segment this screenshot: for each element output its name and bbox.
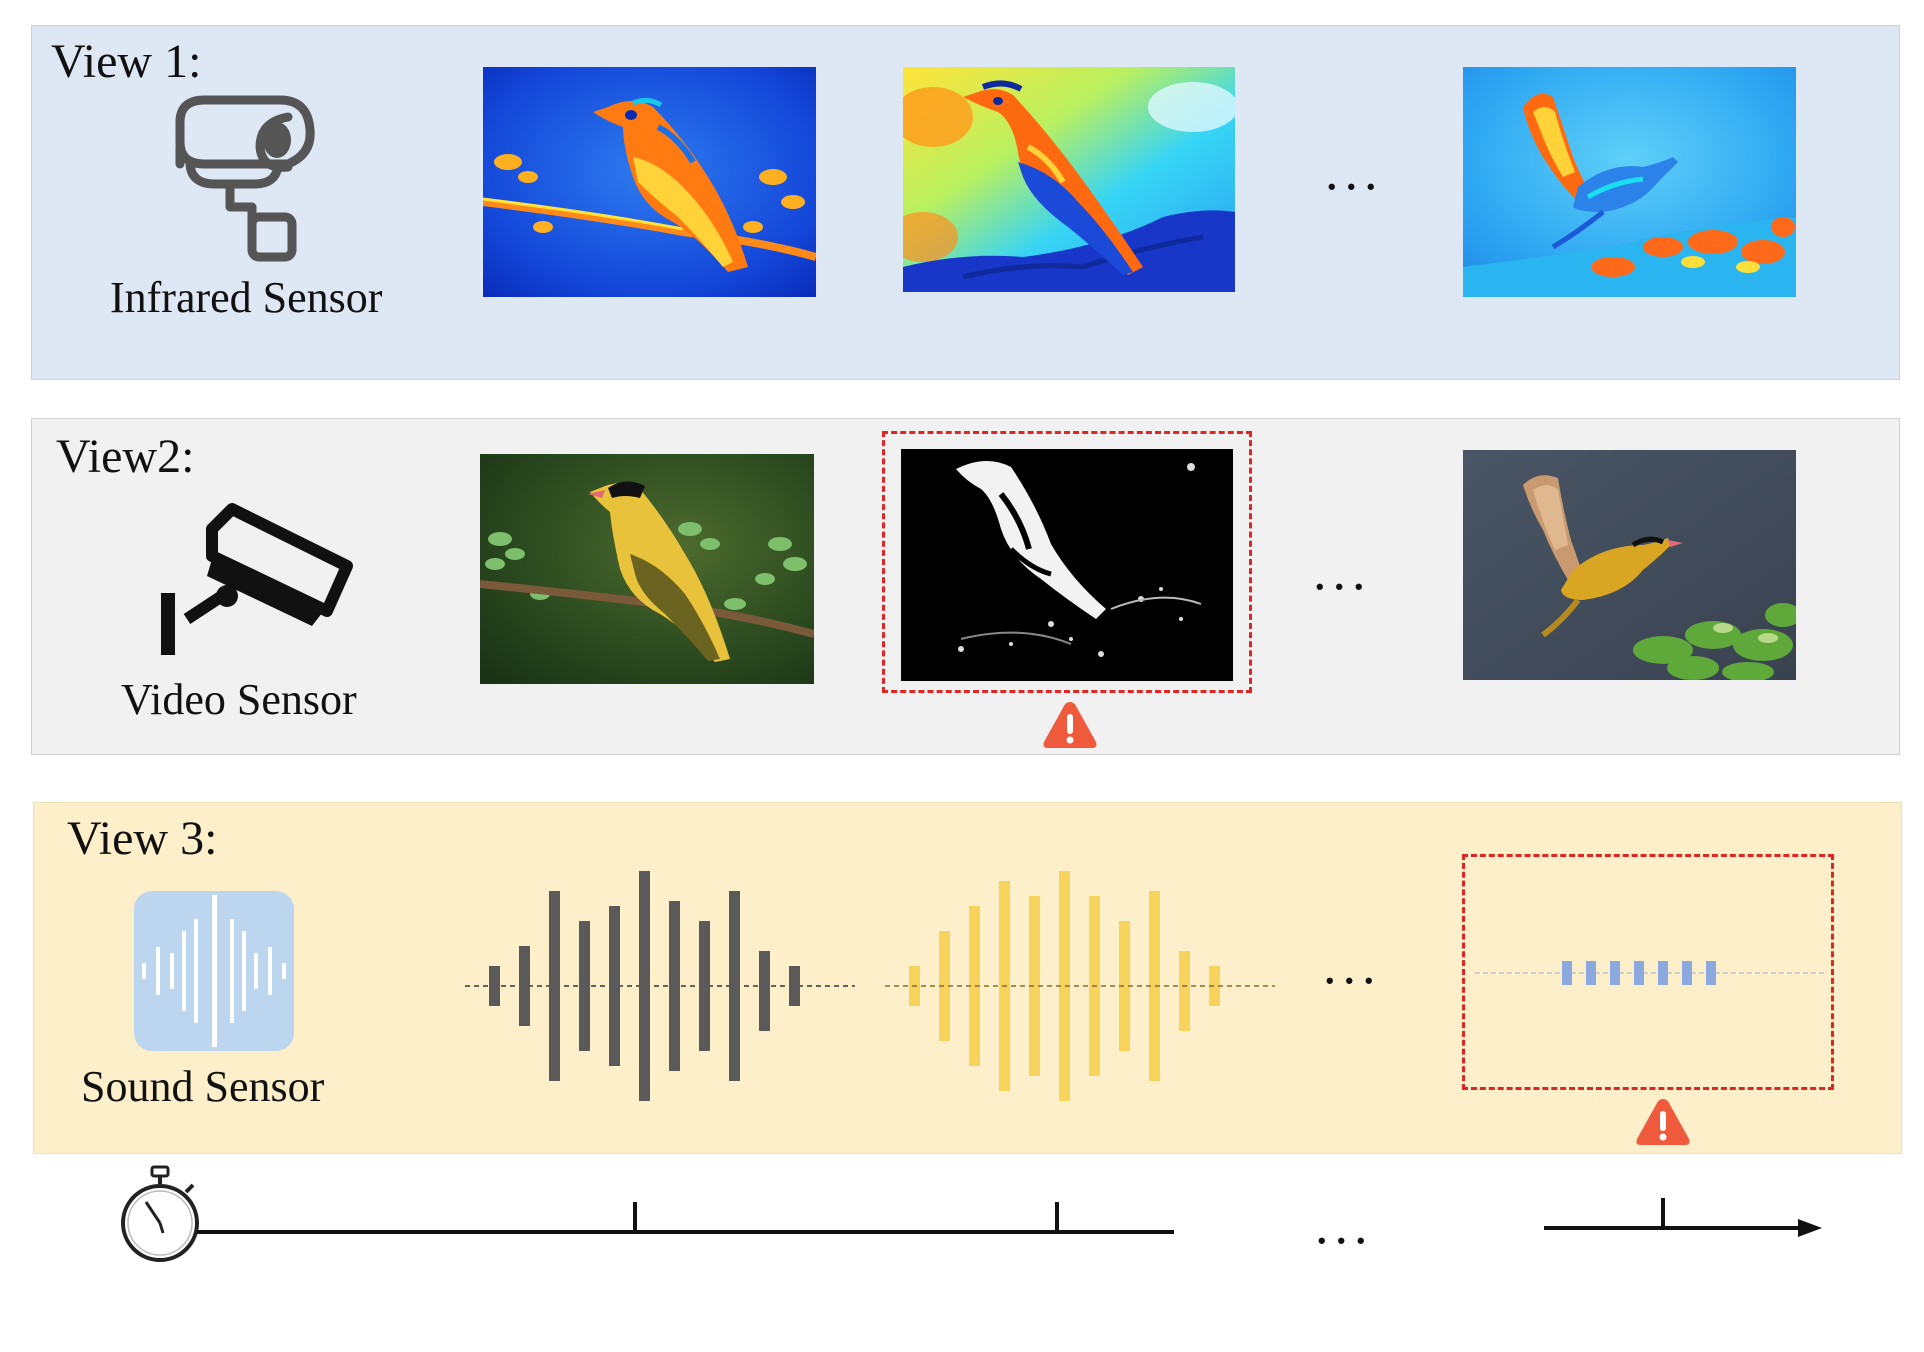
view-2-panel: View2: Video Sensor (31, 418, 1900, 755)
stopwatch-icon (121, 1165, 199, 1262)
timeline-ellipsis: ... (1315, 1195, 1374, 1255)
timeline-arrowhead (1798, 1219, 1822, 1237)
view-1-panel: View 1: Infrared Sensor (31, 25, 1900, 380)
cctv-camera-icon (161, 503, 353, 655)
corrupted-frame-highlight (882, 431, 1252, 693)
view-2-ellipsis: ... (1313, 541, 1372, 601)
sound-waveform-2 (885, 871, 1275, 1101)
weak-signal-highlight (1462, 854, 1834, 1090)
view-3-ellipsis: ... (1323, 935, 1382, 995)
view-3-title: View 3: (67, 812, 218, 865)
infrared-image-2 (903, 67, 1235, 292)
sound-waveform-weak (1475, 961, 1825, 985)
infrared-image-3 (1463, 67, 1796, 297)
view-1-ellipsis: ... (1325, 141, 1384, 201)
infrared-image-1 (483, 67, 816, 297)
timeline (121, 1165, 1822, 1262)
video-sensor-label: Video Sensor (121, 675, 357, 724)
infrared-sensor-label: Infrared Sensor (110, 273, 383, 322)
sound-wave-icon (134, 891, 294, 1051)
sound-sensor-label: Sound Sensor (81, 1062, 325, 1111)
bird-photo-1 (480, 454, 814, 684)
corrupted-bird-photo (901, 449, 1233, 681)
warning-icon (1043, 702, 1097, 748)
sound-waveform-1 (465, 871, 855, 1101)
warning-icon (1636, 1099, 1690, 1145)
view-2-title: View2: (56, 430, 195, 483)
view-1-title: View 1: (51, 35, 202, 88)
view-3-panel: View 3: Sound Sensor (33, 802, 1902, 1154)
infrared-camera-icon (175, 95, 315, 262)
bird-photo-3 (1463, 450, 1796, 680)
